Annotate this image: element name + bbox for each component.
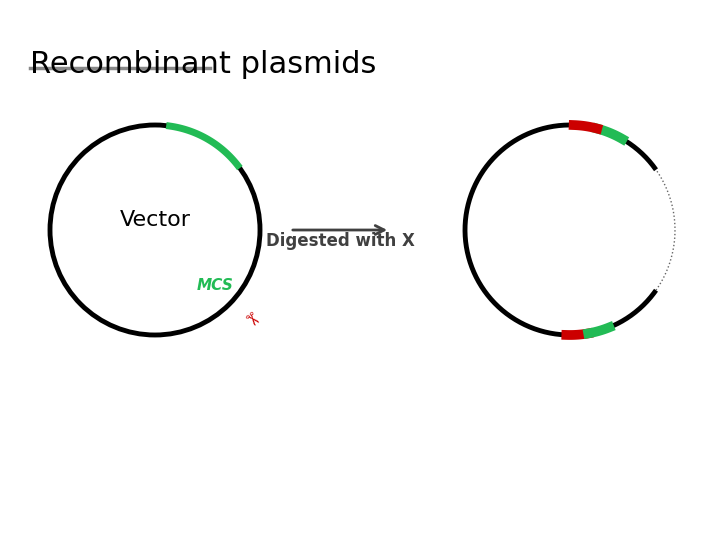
Text: Vector: Vector <box>120 210 191 230</box>
Text: MCS: MCS <box>197 278 233 293</box>
Text: ✂: ✂ <box>238 308 262 332</box>
Text: Digested with X: Digested with X <box>266 232 415 250</box>
Text: Recombinant plasmids: Recombinant plasmids <box>30 50 377 79</box>
